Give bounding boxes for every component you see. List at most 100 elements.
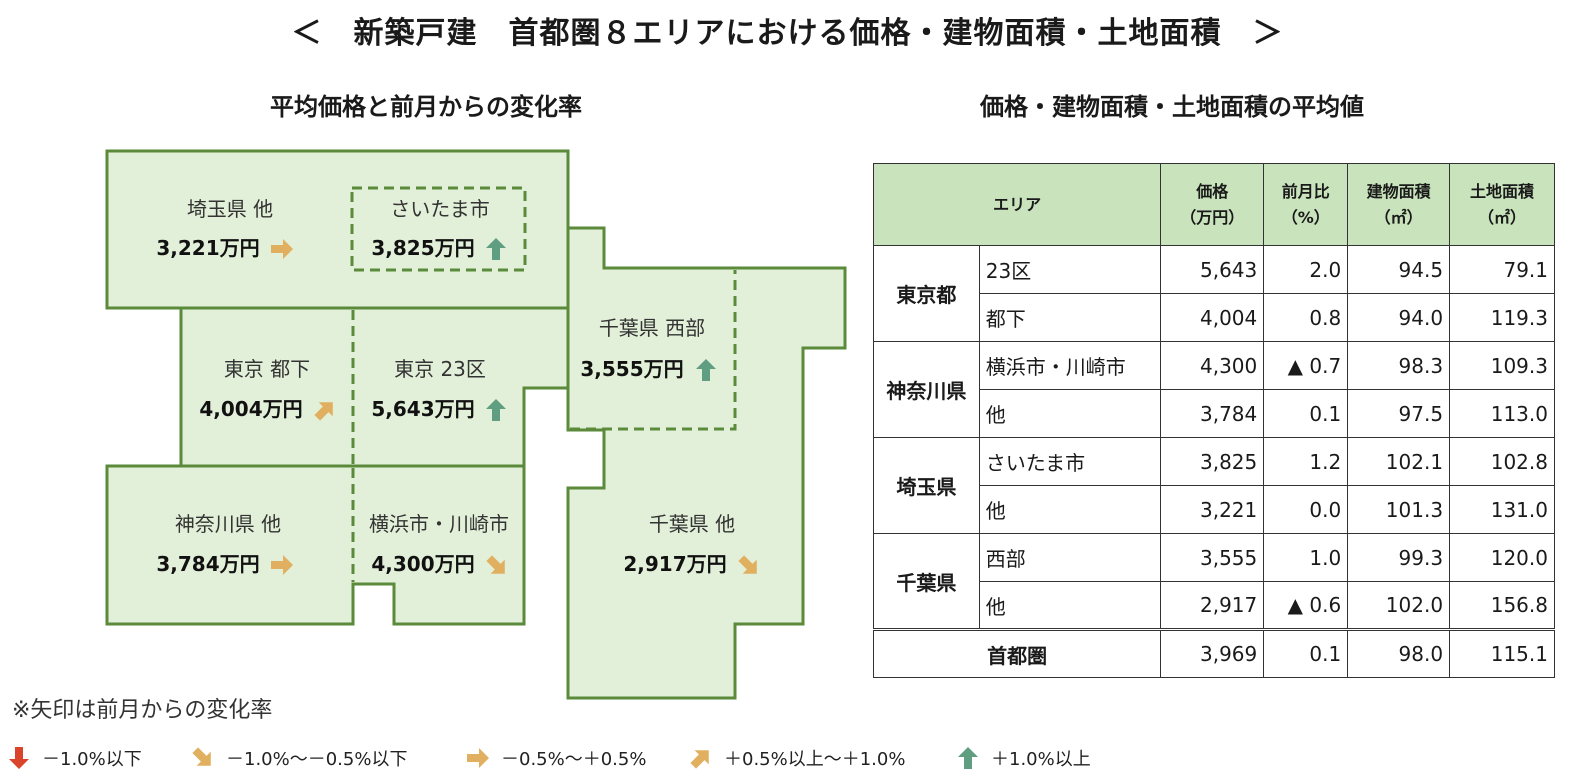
legend-label: －1.0%以下 (42, 749, 142, 770)
price-cell: 4,004 (1160, 293, 1265, 342)
table-row: 神奈川県 横浜市・川崎市 4,300 ▲ 0.7 98.3 109.3 (873, 341, 1555, 438)
area-price-chiba-west: 3,555万円 (580, 357, 683, 381)
building-cell: 102.0 (1347, 581, 1451, 630)
arrow-up-right-icon (688, 744, 714, 772)
average-values-table: エリア 価格 （万円） 前月比 （%） 建物面積 （㎡） 土地面積 （㎡） 東京都 23… (872, 163, 1555, 678)
area-price-saitama-other: 3,221万円 (156, 236, 259, 260)
price-cell: 5,643 (1160, 245, 1265, 294)
arrow-down-icon (9, 747, 29, 769)
change-cell: 0.0 (1263, 485, 1349, 534)
building-cell: 102.1 (1347, 437, 1451, 486)
building-cell: 98.3 (1347, 341, 1451, 390)
building-cell: 99.3 (1347, 533, 1451, 582)
header-area: エリア (872, 163, 1162, 246)
area-price-chiba-other: 2,917万円 (623, 552, 726, 576)
land-cell: 115.1 (1449, 628, 1555, 678)
group-label: 埼玉県 (873, 437, 980, 534)
area-label-yokohama-kawasaki: 横浜市・川崎市 (369, 512, 509, 536)
arrow-down-right-icon (190, 744, 216, 772)
legend-item-mild-up: ＋0.5%以上～＋1.0% (688, 743, 905, 773)
building-cell: 101.3 (1347, 485, 1451, 534)
land-cell: 79.1 (1449, 245, 1555, 294)
table-row: 東京都 23区 5,643 2.0 94.5 79.1 (873, 245, 1555, 342)
group-label: 東京都 (873, 245, 980, 342)
sub-area: 横浜市・川崎市 (978, 341, 1162, 390)
building-cell: 94.0 (1347, 293, 1451, 342)
sub-area: 他 (978, 581, 1162, 630)
table-section-title: 価格・建物面積・土地面積の平均値 (980, 93, 1364, 121)
legend-label: －0.5%～＋0.5% (501, 749, 647, 770)
legend-label: ＋1.0%以上 (991, 749, 1091, 770)
area-label-chiba-other: 千葉県 他 (649, 512, 735, 536)
sub-area: 都下 (978, 293, 1162, 342)
legend-item-mild-down: －1.0%～－0.5%以下 (190, 743, 407, 773)
change-cell: 0.1 (1263, 389, 1349, 438)
arrow-note: ※矢印は前月からの変化率 (12, 698, 273, 723)
land-cell: 113.0 (1449, 389, 1555, 438)
header-building-area: 建物面積 （㎡） (1347, 163, 1451, 246)
legend-label: ＋0.5%以上～＋1.0% (724, 749, 906, 770)
sub-area: 他 (978, 389, 1162, 438)
sub-area: 23区 (978, 245, 1162, 294)
price-cell: 3,784 (1160, 389, 1265, 438)
arrow-up-icon (958, 747, 978, 769)
header-land-area: 土地面積 （㎡） (1449, 163, 1555, 246)
sub-area: さいたま市 (978, 437, 1162, 486)
area-price-tokyo-23ku: 5,643万円 (371, 397, 474, 421)
price-cell: 4,300 (1160, 341, 1265, 390)
header-price: 価格 （万円） (1160, 163, 1265, 246)
map-region-saitama[interactable] (105, 149, 570, 310)
area-map: 埼玉県 他 3,221万円 さいたま市 3,825万円 東京 都下 4,004万… (105, 149, 847, 700)
price-cell: 3,221 (1160, 485, 1265, 534)
land-cell: 120.0 (1449, 533, 1555, 582)
change-cell: ▲ 0.7 (1263, 341, 1349, 390)
table-row: 他 3,784 0.1 97.5 113.0 (874, 389, 1555, 438)
map-region-chiba[interactable] (566, 226, 847, 700)
area-label-kanagawa-other: 神奈川県 他 (175, 512, 281, 536)
change-cell: 1.0 (1263, 533, 1349, 582)
area-label-tokyo-toka: 東京 都下 (224, 357, 310, 381)
sub-area: 他 (978, 485, 1162, 534)
sub-area: 西部 (978, 533, 1162, 582)
land-cell: 102.8 (1449, 437, 1555, 486)
table-row: 埼玉県 さいたま市 3,825 1.2 102.1 102.8 (873, 437, 1555, 534)
header-change: 前月比 （%） (1263, 163, 1349, 246)
group-label: 神奈川県 (873, 341, 980, 438)
price-cell: 3,555 (1160, 533, 1265, 582)
change-cell: 2.0 (1263, 245, 1349, 294)
map-region-tokyo[interactable] (179, 306, 570, 468)
building-cell: 94.5 (1347, 245, 1451, 294)
legend-label: －1.0%～－0.5%以下 (226, 749, 408, 770)
table-row: 千葉県 西部 3,555 1.0 99.3 120.0 (873, 533, 1555, 630)
area-price-saitama-city: 3,825万円 (371, 236, 474, 260)
legend-item-strong-down: －1.0%以下 (6, 743, 142, 773)
area-label-tokyo-23ku: 東京 23区 (394, 357, 486, 381)
map-section-title: 平均価格と前月からの変化率 (270, 93, 582, 121)
area-price-kanagawa-other: 3,784万円 (156, 552, 259, 576)
arrow-right-icon (467, 748, 489, 768)
page-title: ＜ 新築戸建 首都圏８エリアにおける価格・建物面積・土地面積 ＞ (291, 16, 1284, 51)
group-label: 千葉県 (873, 533, 980, 630)
land-cell: 119.3 (1449, 293, 1555, 342)
price-cell: 3,825 (1160, 437, 1265, 486)
area-label-chiba-west: 千葉県 西部 (599, 316, 705, 340)
map-region-kanagawa[interactable] (105, 464, 526, 626)
change-cell: ▲ 0.6 (1263, 581, 1349, 630)
legend-item-strong-up: ＋1.0%以上 (955, 743, 1091, 773)
change-cell: 0.8 (1263, 293, 1349, 342)
land-cell: 109.3 (1449, 341, 1555, 390)
map-region-saitama-city[interactable] (350, 186, 527, 272)
table-header-row: エリア 価格 （万円） 前月比 （%） 建物面積 （㎡） 土地面積 （㎡） (872, 163, 1555, 246)
price-cell: 2,917 (1160, 581, 1265, 630)
table-total-row: 首都圏 3,969 0.1 98.0 115.1 (872, 628, 1555, 678)
change-cell: 0.1 (1263, 628, 1349, 678)
table-row: 他 2,917 ▲ 0.6 102.0 156.8 (874, 581, 1555, 630)
building-cell: 98.0 (1347, 628, 1451, 678)
area-price-tokyo-toka: 4,004万円 (199, 397, 302, 421)
land-cell: 131.0 (1449, 485, 1555, 534)
change-cell: 1.2 (1263, 437, 1349, 486)
area-label-saitama-city: さいたま市 (390, 197, 489, 221)
legend-item-flat: －0.5%～＋0.5% (465, 743, 646, 773)
land-cell: 156.8 (1449, 581, 1555, 630)
area-price-yokohama-kawasaki: 4,300万円 (371, 552, 474, 576)
